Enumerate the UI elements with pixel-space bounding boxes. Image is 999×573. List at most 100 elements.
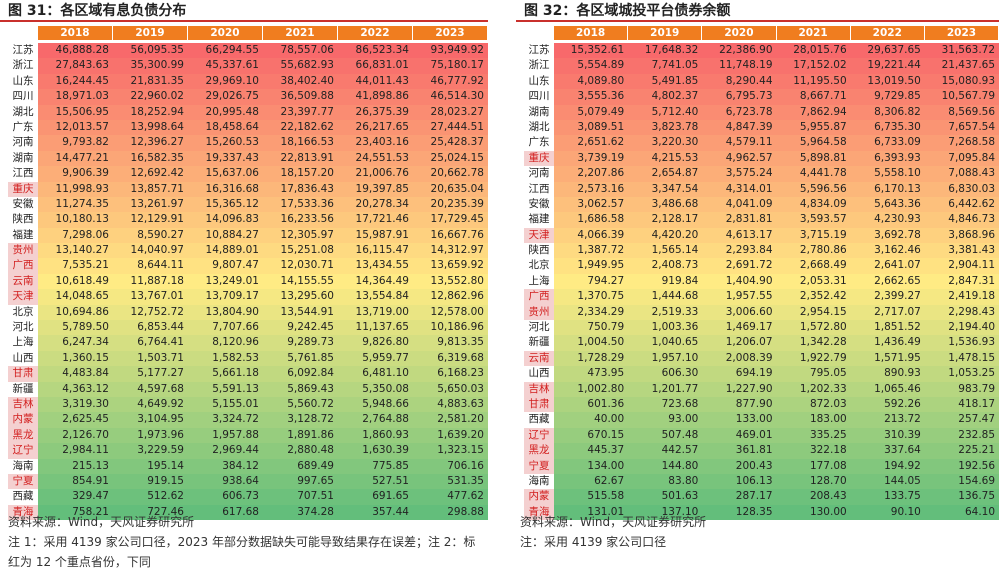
value-cell: 55,682.93 [263, 58, 338, 74]
value-cell: 35,300.99 [113, 58, 188, 74]
table-row: 陕西 10,180.13 12,129.91 14,096.83 16,233.56 17… [8, 212, 488, 228]
value-cell: 29,637.65 [850, 43, 925, 59]
value-cell: 13,249.01 [188, 273, 263, 290]
value-cell: 21,831.35 [113, 73, 188, 90]
province-label: 江西 [12, 167, 34, 180]
table-row: 黑龙江2,126.701,973.961,957.881,891.861,860… [8, 427, 488, 456]
value-cell: 4,649.92 [113, 396, 188, 413]
province-label: 河北 [12, 321, 34, 334]
province-label: 新疆 [12, 382, 34, 395]
value-cell: 13,998.64 [113, 119, 188, 136]
value-cell: 2,668.49 [776, 258, 851, 274]
province-label: 天津 [8, 289, 38, 305]
value-cell: 6,319.68 [413, 350, 488, 367]
value-cell: 919.84 [628, 273, 703, 290]
province-label: 广西 [8, 258, 38, 274]
value-cell: 15,352.61 [554, 43, 629, 59]
year-header: 2019 [628, 26, 702, 40]
value-cell: 477.62 [413, 489, 488, 505]
value-cell: 5,177.27 [113, 366, 188, 382]
province-label: 福建 [12, 228, 34, 241]
table-row: 山东 4,089.80 5,491.85 8,290.44 11,195.50 13,01… [524, 73, 999, 90]
value-cell: 1,973.96 [113, 427, 188, 444]
value-cell: 606.30 [628, 366, 703, 382]
value-cell: 46,514.30 [413, 89, 488, 105]
value-cell: 6,733.09 [850, 135, 925, 151]
province-label: 上海 [528, 274, 550, 287]
value-cell: 16,582.35 [113, 150, 188, 167]
value-cell: 606.73 [188, 489, 263, 505]
table-row: 福建 1,686.58 2,128.17 2,831.81 3,593.57 4,230.… [524, 212, 999, 228]
value-cell: 26,375.39 [338, 104, 413, 120]
province-label: 四川 [12, 90, 34, 103]
table-row: 西藏 329.47 512.62 606.73 707.51 691.65 477.62 [8, 489, 488, 505]
value-cell: 4,846.73 [924, 212, 999, 228]
value-cell: 1,040.65 [628, 335, 703, 351]
value-cell: 13,659.92 [413, 258, 488, 274]
value-cell: 2,847.31 [924, 273, 999, 290]
value-cell: 106.13 [702, 473, 777, 490]
value-cell: 27,444.51 [413, 119, 488, 136]
value-cell: 133.75 [850, 489, 925, 505]
province-label: 黑龙江 [524, 443, 554, 472]
value-cell: 195.14 [113, 458, 188, 474]
value-cell: 6,442.62 [924, 196, 999, 213]
province-label: 江苏 [528, 44, 550, 56]
value-cell: 16,244.45 [38, 73, 113, 90]
year-header: 2018 [554, 26, 628, 40]
value-cell: 5,789.50 [38, 320, 113, 336]
value-cell: 775.85 [338, 458, 413, 474]
value-cell: 23,397.77 [263, 104, 338, 120]
value-cell: 2,662.65 [850, 273, 925, 290]
value-cell: 93.00 [628, 412, 703, 428]
province-label: 云南 [524, 350, 554, 367]
table-row: 浙江 27,843.63 35,300.99 45,337.61 55,682.93 66… [8, 58, 488, 74]
value-cell: 442.57 [628, 443, 703, 459]
value-cell: 507.48 [628, 427, 703, 444]
table-row: 广东 12,013.57 13,998.64 18,458.64 22,182.62 26… [8, 119, 488, 136]
value-cell: 310.39 [850, 427, 925, 444]
province-label: 江西 [528, 182, 550, 195]
table-row: 四川 3,555.36 4,802.37 6,795.73 8,667.71 9,729.… [524, 89, 999, 105]
value-cell: 29,969.10 [188, 73, 263, 90]
value-cell: 12,396.27 [113, 135, 188, 151]
value-cell: 12,030.71 [263, 258, 338, 274]
value-cell: 4,847.39 [702, 119, 777, 136]
value-cell: 7,298.06 [38, 227, 113, 244]
value-cell: 4,579.11 [702, 135, 777, 151]
source-notes: 资料来源：Wind，天风证券研究所 注 1：采用 4139 家公司口径，2023… [8, 512, 478, 572]
table-row: 河南 9,793.82 12,396.27 15,260.53 18,166.53 23,… [8, 135, 488, 151]
province-label: 北京 [528, 259, 550, 272]
value-cell: 2,904.11 [924, 258, 999, 274]
value-cell: 130.00 [776, 504, 851, 521]
province-label: 吉林 [524, 381, 554, 397]
province-label: 甘肃 [8, 366, 38, 382]
table-row: 湖南 5,079.49 5,712.40 6,723.78 7,862.94 8,306.… [524, 104, 999, 120]
value-cell: 7,088.43 [924, 166, 999, 182]
value-cell: 27,843.63 [38, 58, 113, 74]
province-label: 河南 [12, 136, 34, 149]
value-cell: 3,089.51 [554, 119, 629, 136]
table-row: 海南 215.13 195.14 384.12 689.49 775.85 706.16 [8, 458, 488, 474]
table-row: 湖南 14,477.21 16,582.35 19,337.43 22,813.91 24… [8, 150, 488, 167]
value-cell: 1,004.50 [554, 335, 629, 351]
value-cell: 512.62 [113, 489, 188, 505]
value-cell: 18,157.20 [263, 166, 338, 182]
table-row: 河北 750.79 1,003.36 1,469.17 1,572.80 1,851.52… [524, 320, 999, 336]
value-cell: 31,563.72 [924, 43, 999, 59]
province-label: 四川 [528, 90, 550, 103]
province-label: 浙江 [12, 59, 34, 72]
value-cell: 177.08 [776, 458, 851, 474]
province-label: 西藏 [528, 413, 550, 426]
value-cell: 794.27 [554, 273, 629, 290]
value-cell: 6,092.84 [263, 366, 338, 382]
value-cell: 40.00 [554, 412, 629, 428]
value-cell: 1,922.79 [776, 350, 851, 367]
value-cell: 854.91 [38, 473, 113, 490]
value-cell: 19,221.44 [850, 58, 925, 74]
value-cell: 36,509.88 [263, 89, 338, 105]
value-cell: 28,023.27 [413, 104, 488, 120]
figure-title: 图 31：各区域有息负债分布 [0, 0, 488, 22]
value-cell: 8,569.56 [924, 104, 999, 120]
